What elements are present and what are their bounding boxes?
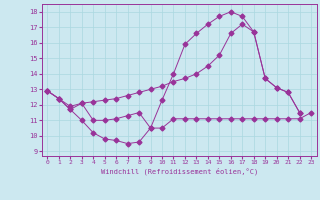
X-axis label: Windchill (Refroidissement éolien,°C): Windchill (Refroidissement éolien,°C) [100,168,258,175]
